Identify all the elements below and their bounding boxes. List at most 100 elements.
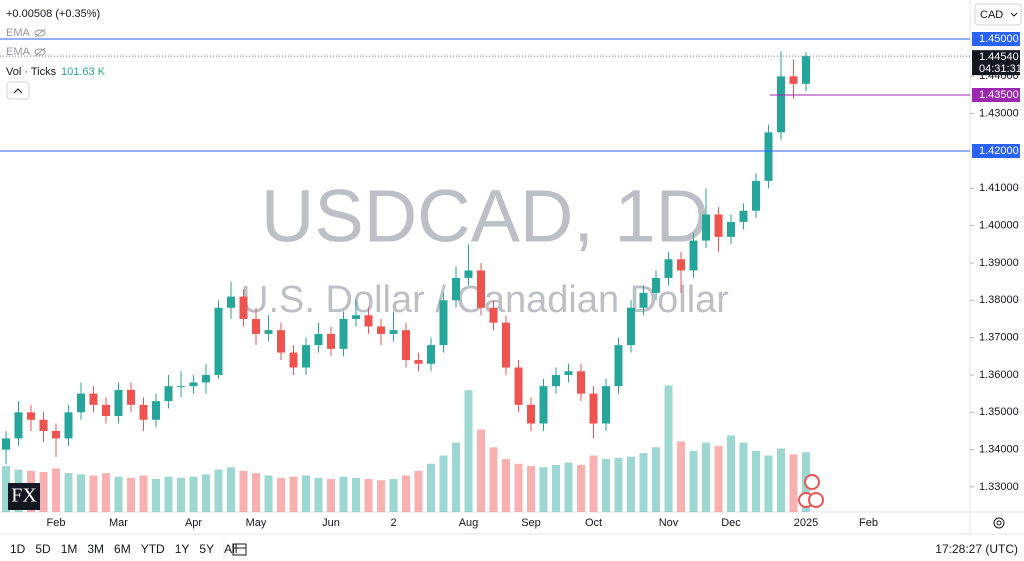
- watermark-title: USDCAD, 1D: [261, 175, 709, 258]
- eye-icon[interactable]: [34, 28, 46, 38]
- level-label: 1.45000: [979, 33, 1019, 45]
- volume-bar: [689, 450, 698, 512]
- volume-bar: [602, 459, 610, 512]
- eye-icon[interactable]: [34, 47, 46, 57]
- volume-bar: [52, 468, 60, 512]
- volume-bar: [777, 448, 785, 512]
- volume-bar: [177, 477, 185, 512]
- candle-body: [639, 292, 648, 308]
- volume-bar: [302, 475, 310, 512]
- y-tick-label: 1.40000: [979, 220, 1019, 232]
- candle-body: [489, 307, 498, 323]
- candle-body: [39, 419, 48, 431]
- candle-body: [564, 371, 573, 375]
- x-tick-label: Dec: [721, 517, 741, 529]
- candle-body: [414, 360, 423, 364]
- flag-icons: [798, 474, 824, 508]
- volume-bar: [627, 456, 635, 512]
- candle-body: [102, 404, 110, 417]
- candle-body: [77, 393, 85, 413]
- candle-body: [277, 330, 285, 353]
- range-button[interactable]: 6M: [114, 542, 131, 556]
- countdown-label: 04:31:31: [979, 63, 1022, 75]
- range-button[interactable]: 1Y: [175, 542, 190, 556]
- candle-body: [552, 374, 560, 387]
- volume-bar: [639, 453, 648, 512]
- range-button[interactable]: YTD: [141, 542, 165, 556]
- candle-body: [227, 296, 235, 308]
- candle-body: [702, 214, 710, 241]
- volume-bar: [452, 442, 460, 512]
- calendar-icon[interactable]: [232, 543, 247, 556]
- candle-body: [652, 277, 660, 293]
- candle-body: [89, 393, 98, 405]
- range-button[interactable]: 1D: [10, 542, 26, 556]
- volume-bar: [539, 467, 548, 512]
- toolbar: 1D 5D 1M 3M 6M YTD 1Y 5Y All: [10, 542, 237, 556]
- candle-body: [752, 180, 760, 211]
- candle-body: [764, 132, 773, 181]
- candle-body: [739, 210, 748, 222]
- candle-body: [114, 389, 123, 417]
- volume-bar: [402, 475, 410, 512]
- range-button[interactable]: 1M: [61, 542, 78, 556]
- volume-bar: [2, 466, 10, 512]
- volume-bar: [514, 463, 523, 512]
- volume-bar: [189, 476, 198, 512]
- candle-body: [64, 412, 73, 439]
- logo-text: FX: [11, 485, 37, 507]
- range-button[interactable]: 3M: [87, 542, 104, 556]
- volume-bar: [564, 462, 573, 512]
- volume-bar: [739, 442, 748, 512]
- volume-bar: [764, 455, 773, 512]
- volume-bar: [64, 473, 73, 512]
- range-button[interactable]: 5D: [35, 542, 51, 556]
- settings-icon[interactable]: [993, 517, 1005, 529]
- range-button[interactable]: 5Y: [199, 542, 214, 556]
- candle-body: [452, 277, 460, 301]
- candle-body: [602, 386, 610, 424]
- candle-body: [339, 318, 348, 349]
- candle-body: [364, 315, 373, 327]
- candle-body: [139, 404, 148, 420]
- y-tick-label: 1.35000: [979, 406, 1019, 418]
- volume-bar: [139, 475, 148, 512]
- x-tick-label: May: [246, 517, 267, 529]
- candle-body: [252, 318, 260, 334]
- last-price-label: 1.44540: [979, 51, 1019, 63]
- level-label: 1.42000: [979, 145, 1019, 157]
- volume-bar: [664, 385, 673, 512]
- level-label-box: [972, 88, 1020, 103]
- volume-bar: [127, 477, 135, 512]
- volume-bar: [427, 463, 435, 512]
- y-tick-label: 1.41000: [979, 182, 1019, 194]
- candle-body: [664, 259, 673, 278]
- volume-bar: [477, 429, 485, 512]
- volume-bar: [164, 476, 173, 512]
- candle-body: [577, 371, 585, 394]
- candle-body: [514, 367, 523, 405]
- y-tick-label: 1.38000: [979, 294, 1019, 306]
- volume-bar: [589, 455, 598, 512]
- candle-body: [264, 330, 273, 334]
- volume-bar: [264, 475, 273, 512]
- range-button[interactable]: All: [224, 542, 237, 556]
- volume-bar: [364, 479, 373, 512]
- volume-bar: [352, 477, 360, 512]
- candle-body: [502, 322, 510, 368]
- volume-bar: [289, 476, 298, 512]
- candle-body: [14, 412, 23, 439]
- indicator-label: EMA: [6, 46, 31, 58]
- candle-body: [327, 333, 335, 349]
- candle-body: [352, 315, 360, 319]
- currency-select[interactable]: CAD: [974, 3, 1022, 26]
- candle-body: [464, 270, 473, 278]
- volume-bar: [439, 455, 448, 512]
- volume-bar: [227, 467, 235, 512]
- candle-body: [677, 259, 685, 271]
- candle-body: [389, 330, 398, 334]
- volume-bar: [39, 471, 48, 512]
- last-price-box: [972, 50, 1020, 76]
- candle-layer: [2, 51, 810, 465]
- collapse-button[interactable]: [6, 81, 30, 100]
